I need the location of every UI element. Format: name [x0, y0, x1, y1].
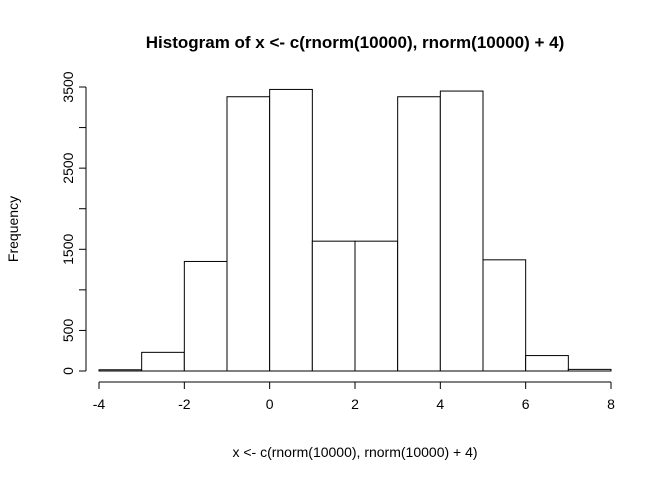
x-tick-label-5: 6 [522, 396, 530, 412]
x-axis: -4 -2 0 2 4 6 8 [93, 381, 615, 412]
histogram-bar-8 [439, 90, 484, 372]
histogram-bar-7 [397, 96, 441, 372]
histogram-bar-5 [311, 240, 356, 372]
histogram-bar-3 [226, 96, 271, 372]
histogram-bar-4 [269, 88, 313, 372]
y-axis: 0 500 1500 2500 3500 [60, 71, 87, 375]
histogram-bar-6 [354, 240, 399, 372]
histogram-bar-1 [141, 351, 185, 372]
x-tick-label-2: 0 [266, 396, 274, 412]
histogram-bar-0 [98, 369, 143, 372]
x-axis-label: x <- c(rnorm(10000), rnorm(10000) + 4) [232, 444, 477, 460]
y-tick-label-1: 500 [60, 319, 76, 343]
x-tick-label-0: -4 [93, 396, 106, 412]
y-tick-label-0: 0 [60, 367, 76, 375]
chart-title: Histogram of x <- c(rnorm(10000), rnorm(… [146, 33, 565, 52]
x-tick-label-3: 2 [351, 396, 359, 412]
x-tick-label-6: 8 [607, 396, 615, 412]
y-tick-label-4: 3500 [60, 71, 76, 102]
y-tick-label-3: 2500 [60, 152, 76, 183]
histogram-bar-11 [567, 368, 612, 372]
y-tick-label-2: 1500 [60, 234, 76, 265]
histogram-bar-9 [482, 259, 527, 372]
bars-group [98, 88, 612, 372]
x-tick-label-1: -2 [178, 396, 191, 412]
histogram-bar-10 [525, 355, 569, 372]
histogram-bar-2 [183, 260, 228, 372]
y-axis-label: Frequency [5, 196, 21, 262]
x-tick-label-4: 4 [436, 396, 444, 412]
